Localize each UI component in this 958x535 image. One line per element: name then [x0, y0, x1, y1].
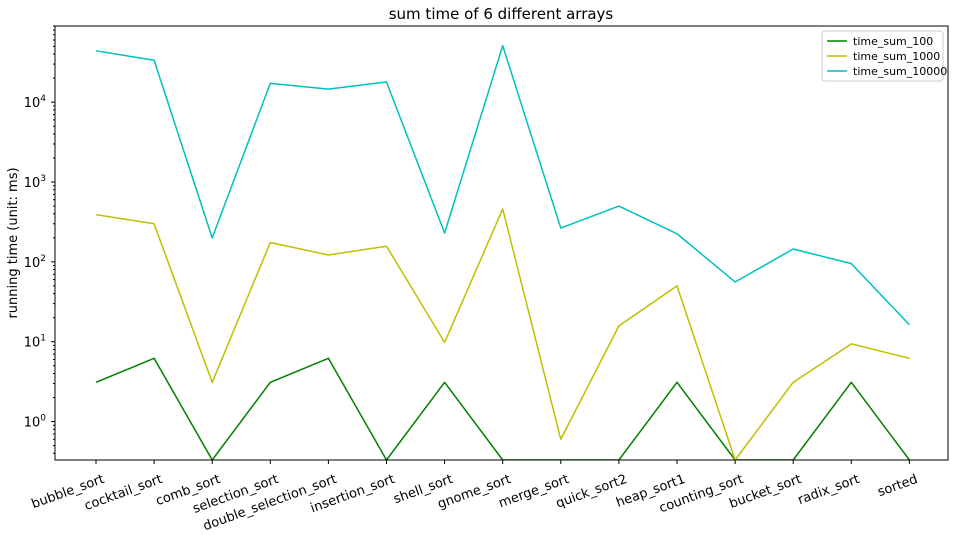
- plot-area-frame: [54, 25, 949, 461]
- series-line-time_sum_10000: [95, 44, 910, 326]
- series-layer: [95, 44, 911, 460]
- y-axis-label: running time (unit: ms): [6, 167, 21, 318]
- series-line-time_sum_100: [95, 357, 911, 460]
- legend-label-time_sum_100: time_sum_100: [853, 35, 933, 48]
- y-tick-label: 102: [24, 254, 46, 271]
- legend-label-time_sum_1000: time_sum_1000: [853, 50, 940, 63]
- y-tick-label: 100: [24, 414, 47, 431]
- y-tick-label: 101: [24, 334, 46, 351]
- legend: time_sum_100 time_sum_1000 time_sum_10000: [821, 30, 947, 82]
- series-line-time_sum_1000: [95, 208, 910, 460]
- y-axis: 100 101 102 103 104: [24, 25, 55, 454]
- x-tick-label-radix_sort: radix_sort: [796, 472, 862, 508]
- legend-label-time_sum_10000: time_sum_10000: [853, 65, 947, 78]
- x-axis: bubble_sortcocktail_sortcomb_sortselecti…: [30, 460, 920, 534]
- chart-title: sum time of 6 different arrays: [389, 5, 614, 23]
- legend-frame: [821, 30, 944, 82]
- x-tick-label-sorted: sorted: [876, 472, 920, 500]
- y-tick-label: 104: [24, 94, 47, 111]
- y-tick-label: 103: [24, 174, 46, 191]
